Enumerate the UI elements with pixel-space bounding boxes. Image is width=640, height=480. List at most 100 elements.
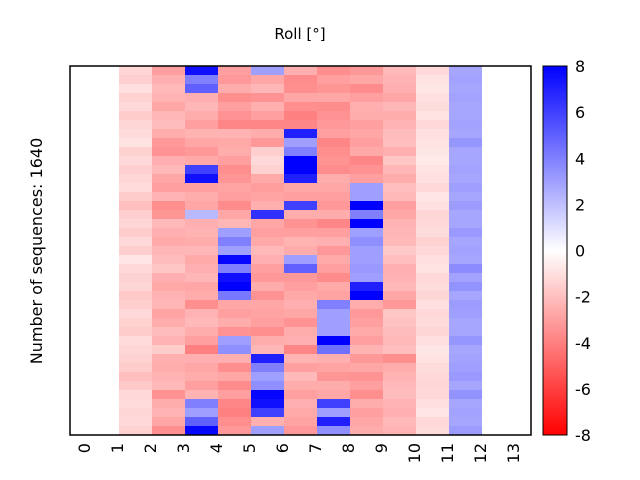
heatmap-cell (449, 147, 482, 157)
heatmap-cell (350, 147, 383, 157)
heatmap-cell (284, 264, 317, 274)
heatmap-cell (449, 75, 482, 85)
heatmap-cell (218, 75, 251, 85)
heatmap-cell (317, 129, 350, 139)
heatmap-cell (317, 120, 350, 130)
heatmap-cell (449, 390, 482, 400)
colorbar-tick-labels: 8 6 4 2 0 -2 -4 -6 -8 (575, 57, 591, 445)
heatmap-cell (383, 363, 416, 373)
heatmap-cell (185, 75, 218, 85)
heatmap-cell (218, 408, 251, 418)
heatmap-cell (317, 219, 350, 229)
heatmap-cell (218, 390, 251, 400)
heatmap-cell (119, 120, 152, 130)
heatmap-cell (152, 219, 185, 229)
heatmap-cell (284, 75, 317, 85)
heatmap-cell (284, 84, 317, 94)
heatmap-cell (119, 318, 152, 328)
heatmap-cell (383, 426, 416, 436)
heatmap-cell (350, 273, 383, 283)
heatmap-cell (317, 291, 350, 301)
heatmap-cell (152, 138, 185, 148)
heatmap-cell (152, 354, 185, 364)
heatmap-cell (416, 120, 449, 130)
heatmap-cell (350, 102, 383, 112)
heatmap-cell (350, 165, 383, 175)
heatmap-cell (317, 75, 350, 85)
heatmap-cell (449, 237, 482, 247)
heatmap-cell (416, 291, 449, 301)
heatmap-cell (218, 336, 251, 346)
heatmap-cell (218, 282, 251, 292)
heatmap-cell (152, 84, 185, 94)
x-tick-label: 10 (405, 443, 424, 463)
heatmap-cell (350, 309, 383, 319)
heatmap-cell (449, 345, 482, 355)
heatmap-cell (383, 120, 416, 130)
heatmap-cell (251, 129, 284, 139)
heatmap-cell (284, 201, 317, 211)
colorbar-tick-label: 6 (575, 103, 585, 122)
heatmap-cell (152, 426, 185, 436)
heatmap-cell (317, 345, 350, 355)
heatmap-cell (152, 111, 185, 121)
heatmap-cell (119, 129, 152, 139)
heatmap-cell (251, 219, 284, 229)
heatmap-cell (218, 120, 251, 130)
heatmap-cell (350, 111, 383, 121)
heatmap-cell (119, 237, 152, 247)
heatmap-cell (284, 273, 317, 283)
heatmap-cell (152, 399, 185, 409)
heatmap-cell (185, 255, 218, 265)
heatmap-cell (218, 291, 251, 301)
heatmap-cell (416, 399, 449, 409)
heatmap-cell (284, 165, 317, 175)
heatmap-cell (284, 327, 317, 337)
heatmap-cell (218, 273, 251, 283)
heatmap-cell (317, 210, 350, 220)
heatmap-cell (119, 255, 152, 265)
heatmap-cell (251, 183, 284, 193)
heatmap-cell (218, 84, 251, 94)
heatmap-cell (317, 426, 350, 436)
heatmap-cell (416, 129, 449, 139)
heatmap-cell (317, 111, 350, 121)
heatmap-cell (218, 138, 251, 148)
heatmap-cell (119, 102, 152, 112)
heatmap-cell (383, 372, 416, 382)
heatmap-cell (185, 264, 218, 274)
heatmap-cell (416, 246, 449, 256)
heatmap-cell (218, 264, 251, 274)
heatmap-cell (284, 336, 317, 346)
heatmap-cell (416, 390, 449, 400)
heatmap-cell (284, 390, 317, 400)
heatmap-cell (416, 111, 449, 121)
heatmap-cell (449, 111, 482, 121)
heatmap-cell (185, 345, 218, 355)
heatmap-cell (152, 408, 185, 418)
heatmap-cell (119, 219, 152, 229)
heatmap-cell (185, 408, 218, 418)
heatmap-cell (152, 300, 185, 310)
heatmap-cell (251, 300, 284, 310)
heatmap-cell (317, 138, 350, 148)
heatmap-cell (185, 390, 218, 400)
heatmap-cell (119, 345, 152, 355)
heatmap-cell (449, 255, 482, 265)
heatmap-cell (284, 66, 317, 76)
x-tick-label: 7 (306, 443, 325, 453)
colorbar-tick-label: -6 (575, 380, 591, 399)
heatmap-cell (284, 417, 317, 427)
heatmap-cell (383, 174, 416, 184)
heatmap-cell (449, 129, 482, 139)
heatmap-cell (185, 327, 218, 337)
heatmap-cell (383, 228, 416, 238)
heatmap-cell (416, 381, 449, 391)
heatmap-cell (317, 255, 350, 265)
heatmap-cell (119, 309, 152, 319)
heatmap-cell (152, 246, 185, 256)
heatmap-cell (251, 147, 284, 157)
heatmap-cell (416, 210, 449, 220)
heatmap-cell (284, 381, 317, 391)
heatmap-cell (185, 309, 218, 319)
